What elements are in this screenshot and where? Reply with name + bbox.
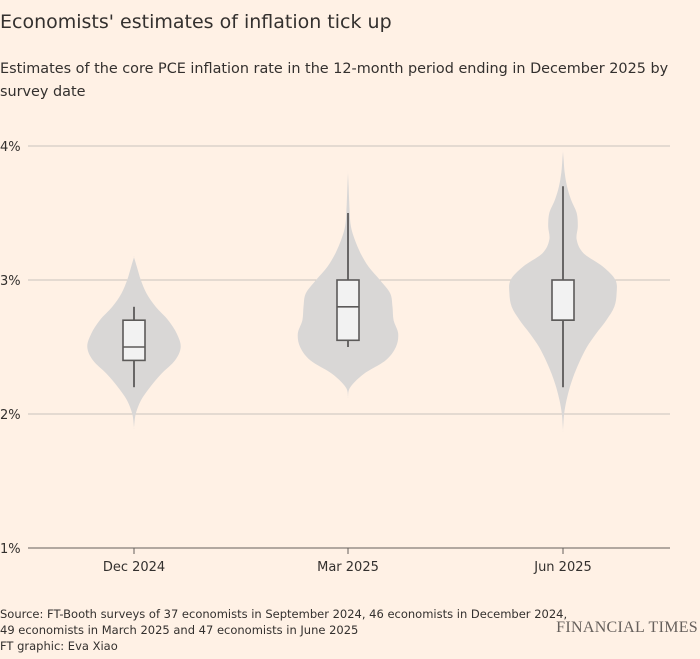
- iqr-box: [122, 319, 146, 362]
- iqr-box: [336, 279, 360, 342]
- y-tick-label: 1%: [0, 542, 21, 557]
- credit-line: FT graphic: Eva Xiao: [0, 639, 118, 653]
- violin-chart: 1% 2% 3% 4% Dec 2024 Mar 2025 Jun 2025: [0, 140, 670, 575]
- x-tick-label: Mar 2025: [317, 560, 379, 575]
- y-tick-label: 3%: [0, 274, 21, 289]
- ft-logo: FINANCIAL TIMES: [556, 619, 698, 636]
- source-line: Source: FT-Booth surveys of 37 economist…: [0, 607, 568, 621]
- source-line: 49 economists in March 2025 and 47 econo…: [0, 623, 359, 637]
- x-tick-label: Jun 2025: [533, 560, 592, 575]
- y-tick-label: 2%: [0, 408, 21, 423]
- chart-title: Economists' estimates of inflation tick …: [0, 11, 392, 33]
- chart-subtitle: Estimates of the core PCE inflation rate…: [0, 61, 669, 100]
- y-tick-label: 4%: [0, 140, 21, 155]
- x-tick-label: Dec 2024: [103, 560, 165, 575]
- iqr-box: [551, 279, 575, 322]
- source-note: Source: FT-Booth surveys of 37 economist…: [0, 606, 567, 654]
